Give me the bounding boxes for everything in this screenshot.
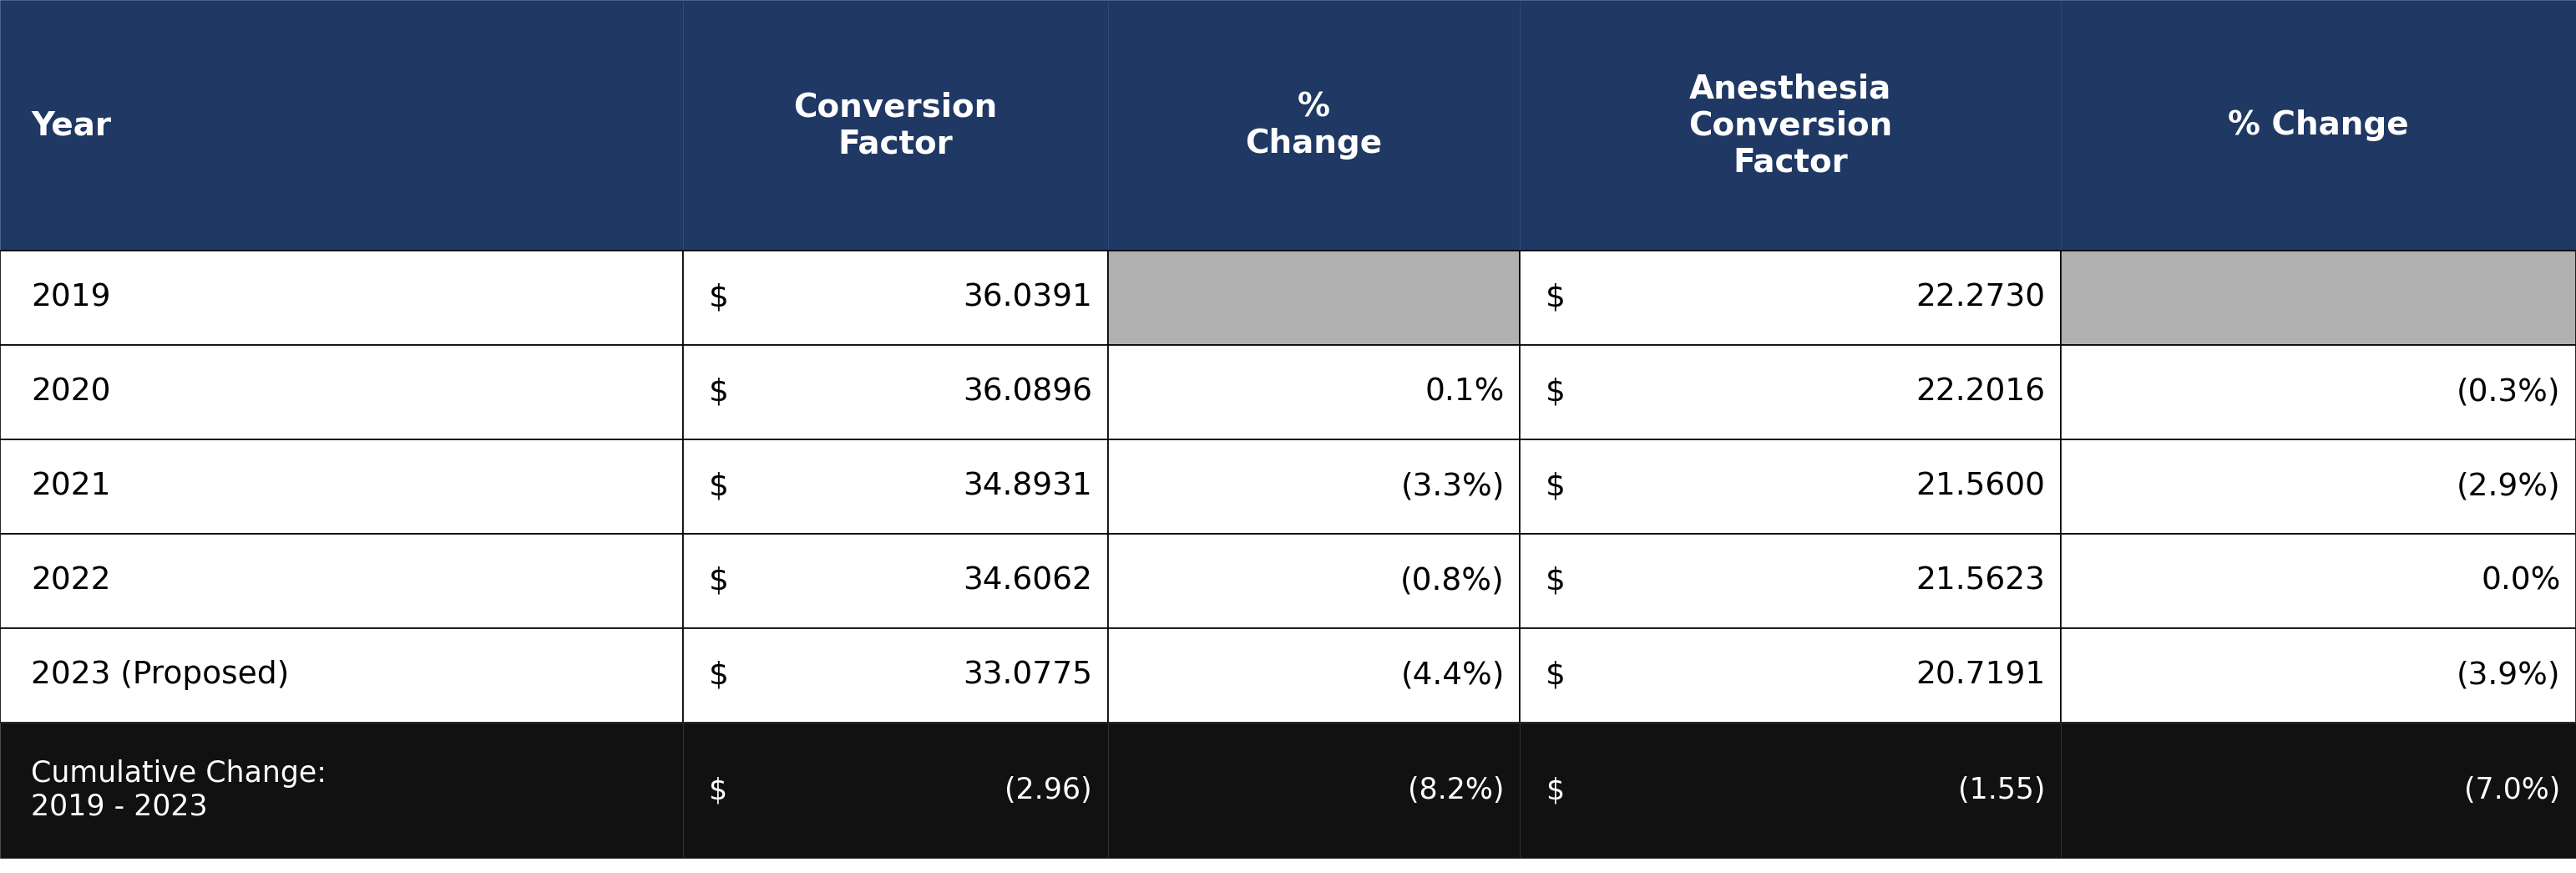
Bar <box>2061 723 2576 858</box>
Bar <box>2061 533 2576 629</box>
Text: $: $ <box>708 566 729 596</box>
Text: 0.1%: 0.1% <box>1425 377 1504 408</box>
Text: 36.0896: 36.0896 <box>963 377 1092 408</box>
Bar <box>0 629 683 723</box>
Bar <box>683 439 1108 533</box>
Bar <box>683 533 1108 629</box>
Bar <box>1520 723 2061 858</box>
Text: (3.9%): (3.9%) <box>2458 660 2561 691</box>
Bar <box>683 251 1108 345</box>
Bar <box>1108 723 1520 858</box>
Text: 34.6062: 34.6062 <box>963 566 1092 596</box>
Bar <box>683 629 1108 723</box>
Text: 22.2730: 22.2730 <box>1917 283 2045 313</box>
Text: (3.3%): (3.3%) <box>1401 471 1504 502</box>
Text: %
Change: % Change <box>1244 91 1383 160</box>
Text: 20.7191: 20.7191 <box>1917 660 2045 691</box>
Text: 2019: 2019 <box>31 283 111 313</box>
Bar <box>2061 439 2576 533</box>
Text: Year: Year <box>31 109 111 141</box>
Bar <box>1520 629 2061 723</box>
Text: (4.4%): (4.4%) <box>1401 660 1504 691</box>
Text: (2.9%): (2.9%) <box>2458 471 2561 502</box>
Bar <box>1108 251 1520 345</box>
Bar <box>2061 629 2576 723</box>
Text: $: $ <box>1546 566 1566 596</box>
Text: 2020: 2020 <box>31 377 111 408</box>
Text: (0.3%): (0.3%) <box>2458 377 2561 408</box>
Text: $: $ <box>708 377 729 408</box>
Text: 36.0391: 36.0391 <box>963 283 1092 313</box>
Bar <box>1108 439 1520 533</box>
Text: % Change: % Change <box>2228 109 2409 141</box>
Text: (1.55): (1.55) <box>1958 776 2045 805</box>
Bar <box>2061 0 2576 251</box>
Text: $: $ <box>1546 776 1564 805</box>
Bar <box>1520 0 2061 251</box>
Text: Cumulative Change:
2019 - 2023: Cumulative Change: 2019 - 2023 <box>31 760 327 821</box>
Bar <box>0 251 683 345</box>
Text: 0.0%: 0.0% <box>2481 566 2561 596</box>
Text: 33.0775: 33.0775 <box>963 660 1092 691</box>
Text: (8.2%): (8.2%) <box>1409 776 1504 805</box>
Text: 22.2016: 22.2016 <box>1917 377 2045 408</box>
Text: 21.5623: 21.5623 <box>1917 566 2045 596</box>
Text: $: $ <box>1546 377 1566 408</box>
Text: 34.8931: 34.8931 <box>963 471 1092 502</box>
Bar <box>0 533 683 629</box>
Bar <box>683 723 1108 858</box>
Text: $: $ <box>1546 660 1566 691</box>
Text: $: $ <box>708 471 729 502</box>
Bar <box>0 439 683 533</box>
Text: 2023 (Proposed): 2023 (Proposed) <box>31 660 289 691</box>
Bar <box>0 723 683 858</box>
Bar <box>0 345 683 439</box>
Text: (2.96): (2.96) <box>1005 776 1092 805</box>
Text: $: $ <box>1546 471 1566 502</box>
Text: 21.5600: 21.5600 <box>1917 471 2045 502</box>
Bar <box>1520 345 2061 439</box>
Text: 2021: 2021 <box>31 471 111 502</box>
Bar <box>1520 251 2061 345</box>
Bar <box>1520 533 2061 629</box>
Text: $: $ <box>708 660 729 691</box>
Bar <box>683 0 1108 251</box>
Text: $: $ <box>1546 283 1566 313</box>
Bar <box>2061 345 2576 439</box>
Bar <box>1108 533 1520 629</box>
Text: $: $ <box>708 776 726 805</box>
Text: (0.8%): (0.8%) <box>1401 566 1504 596</box>
Text: Anesthesia
Conversion
Factor: Anesthesia Conversion Factor <box>1687 72 1893 178</box>
Bar <box>1108 0 1520 251</box>
Bar <box>1520 439 2061 533</box>
Text: $: $ <box>708 283 729 313</box>
Bar <box>1108 345 1520 439</box>
Bar <box>683 345 1108 439</box>
Text: (7.0%): (7.0%) <box>2465 776 2561 805</box>
Text: Conversion
Factor: Conversion Factor <box>793 91 997 160</box>
Bar <box>0 0 683 251</box>
Bar <box>1108 629 1520 723</box>
Text: 2022: 2022 <box>31 566 111 596</box>
Bar <box>2061 251 2576 345</box>
